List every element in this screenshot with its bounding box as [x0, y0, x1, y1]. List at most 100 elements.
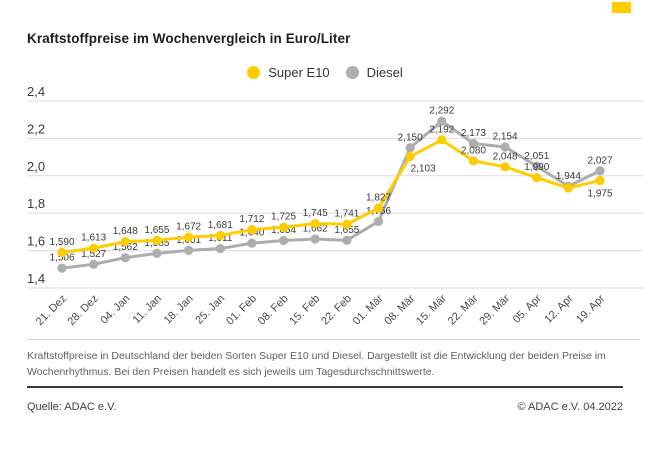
x-axis-tick-label: 22. Feb	[319, 293, 354, 328]
super-e10-dot-icon	[247, 65, 261, 79]
data-point	[595, 175, 605, 186]
data-point	[278, 222, 289, 232]
footer-divider-dark	[27, 386, 623, 388]
data-point	[152, 235, 162, 245]
series-line	[60, 119, 602, 270]
data-point-label: 1,712	[239, 214, 264, 225]
data-point-label: 1,990	[524, 162, 549, 173]
x-axis-tick-label: 22. Mär	[446, 292, 481, 327]
legend-label: Super E10	[268, 64, 330, 80]
x-axis-tick-label: 04. Jan	[98, 293, 132, 327]
source-text: Quelle: ADAC e.V.	[27, 401, 117, 413]
x-axis-tick-label: 15. Feb	[287, 293, 322, 328]
data-point-label: 1,672	[176, 222, 201, 233]
data-point-label: 2,154	[493, 132, 518, 143]
series-line	[60, 138, 602, 254]
data-point-label: 1,745	[303, 208, 328, 219]
data-point	[152, 248, 162, 259]
data-point	[89, 243, 99, 253]
data-point	[120, 253, 130, 263]
y-axis-tick-label: 1,4	[27, 271, 45, 286]
description-line: Wochenrhythmus. Bei den Preisen handelt …	[27, 365, 435, 378]
adac-brand-mark	[612, 2, 631, 13]
chart-legend: Super E10 Diesel	[0, 63, 650, 81]
data-point	[215, 230, 225, 241]
data-point-label: 2,048	[493, 151, 518, 162]
data-point	[500, 142, 510, 152]
data-point-label: 1,975	[588, 188, 613, 199]
copyright-text: © ADAC e.V. 04.2022	[517, 401, 623, 413]
data-point	[437, 135, 447, 145]
y-axis-tick-label: 1,6	[27, 234, 45, 249]
data-point-label: 1,648	[113, 226, 138, 237]
data-point-label: 1,613	[81, 233, 106, 244]
data-point	[342, 235, 352, 245]
legend-item-super-e10: Super E10	[247, 64, 330, 80]
x-axis-tick-label: 21. Dez	[34, 293, 69, 328]
data-point	[563, 183, 574, 193]
x-axis-tick-label: 18. Jan	[162, 293, 196, 327]
chart-description: Kraftstoffpreise in Deutschland der beid…	[27, 349, 627, 380]
data-point-label: 1,662	[303, 224, 328, 235]
source-row: Quelle: ADAC e.V. © ADAC e.V. 04.2022	[27, 401, 623, 413]
x-axis-tick-label: 11. Jan	[131, 293, 164, 326]
data-point	[120, 237, 130, 247]
data-point	[500, 162, 510, 172]
description-line: Kraftstoffpreise in Deutschland der beid…	[27, 350, 606, 362]
data-point-label: 1,655	[144, 225, 169, 236]
data-point	[532, 161, 542, 171]
x-axis-tick-label: 19. Apr	[574, 292, 607, 325]
data-point-label: 1,590	[49, 237, 74, 248]
footer-divider-light	[27, 339, 640, 340]
data-point-label: 2,103	[411, 164, 436, 175]
data-point-label: 2,027	[588, 155, 613, 166]
data-point-label: 2,173	[461, 128, 486, 139]
data-point	[468, 156, 479, 166]
data-point	[184, 232, 194, 242]
data-point-label: 2,051	[524, 151, 549, 162]
data-point-label: 1,506	[49, 253, 74, 264]
data-point-label: 1,527	[81, 249, 106, 260]
x-axis-tick-label: 12. Apr	[542, 292, 575, 325]
data-point-label: 1,725	[271, 212, 296, 223]
data-point	[278, 235, 289, 246]
x-axis-tick-label: 25. Jan	[193, 293, 227, 327]
x-axis-tick-label: 08. Feb	[256, 293, 291, 328]
data-point-label: 1,655	[334, 225, 359, 236]
data-point	[405, 151, 415, 162]
data-point	[57, 247, 67, 258]
x-axis-tick-label: 01. Feb	[224, 293, 259, 328]
y-axis-tick-label: 2,0	[27, 159, 45, 174]
data-point	[342, 219, 352, 229]
data-point	[184, 245, 194, 256]
x-axis-tick-label: 05. Apr	[511, 292, 544, 325]
y-axis-tick-label: 1,8	[27, 196, 45, 211]
data-point	[57, 263, 67, 273]
legend-label: Diesel	[366, 64, 403, 80]
data-point-label: 2,292	[429, 106, 454, 117]
y-axis-tick-label: 2,4	[27, 84, 45, 99]
data-point	[437, 116, 447, 126]
x-axis-tick-label: 01. Mär	[351, 292, 386, 327]
data-point	[468, 138, 479, 149]
data-point-label: 2,080	[461, 145, 486, 156]
legend-item-diesel: Diesel	[345, 64, 403, 80]
data-point	[89, 259, 99, 269]
data-point	[310, 234, 320, 244]
data-point-label: 1,944	[556, 171, 581, 182]
data-point	[373, 216, 384, 227]
x-axis-tick-label: 08. Mär	[382, 292, 417, 327]
x-axis-tick-label: 15. Mär	[414, 292, 449, 327]
data-point	[310, 218, 320, 229]
y-axis-tick-label: 2,2	[27, 121, 45, 136]
data-point	[532, 173, 542, 183]
data-point	[405, 143, 415, 153]
data-point-label: 1,827	[366, 193, 391, 204]
data-point	[215, 243, 225, 254]
data-point-label: 1,681	[208, 220, 233, 231]
x-axis-tick-label: 28. Dez	[65, 293, 100, 328]
data-point-label: 2,192	[429, 124, 454, 135]
diesel-dot-icon	[345, 65, 359, 79]
